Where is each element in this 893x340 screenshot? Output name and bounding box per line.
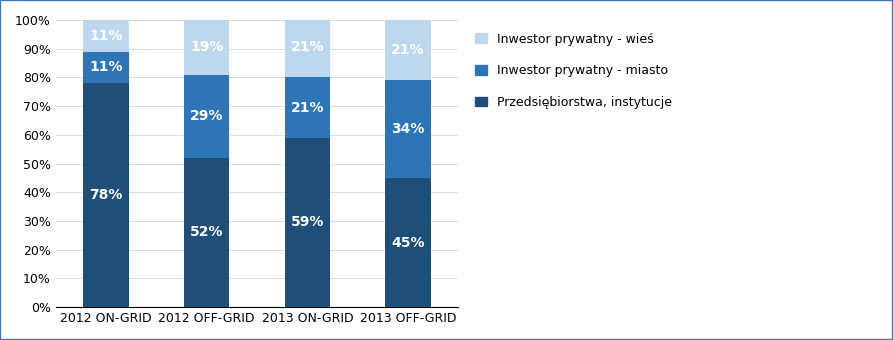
Text: 21%: 21% xyxy=(391,43,425,57)
Bar xyxy=(83,83,129,307)
Bar xyxy=(184,158,230,307)
Bar xyxy=(184,20,230,74)
Text: 29%: 29% xyxy=(190,109,223,123)
Text: 11%: 11% xyxy=(89,61,123,74)
Text: 34%: 34% xyxy=(391,122,425,136)
Bar xyxy=(285,138,330,307)
Text: 19%: 19% xyxy=(190,40,223,54)
Text: 21%: 21% xyxy=(290,101,324,115)
Text: 45%: 45% xyxy=(391,236,425,250)
Text: 21%: 21% xyxy=(290,40,324,54)
Text: 52%: 52% xyxy=(190,225,223,239)
Bar xyxy=(386,80,430,178)
Text: 59%: 59% xyxy=(291,216,324,230)
Bar xyxy=(285,17,330,78)
Bar xyxy=(184,74,230,158)
Text: 11%: 11% xyxy=(89,29,123,43)
Bar xyxy=(386,20,430,80)
Bar xyxy=(386,178,430,307)
Legend: Inwestor prywatny - wieś, Inwestor prywatny - miasto, Przedsiębiorstwa, instytuc: Inwestor prywatny - wieś, Inwestor prywa… xyxy=(469,26,679,115)
Bar xyxy=(285,78,330,138)
Bar xyxy=(83,20,129,52)
Text: 78%: 78% xyxy=(89,188,122,202)
Bar xyxy=(83,52,129,83)
